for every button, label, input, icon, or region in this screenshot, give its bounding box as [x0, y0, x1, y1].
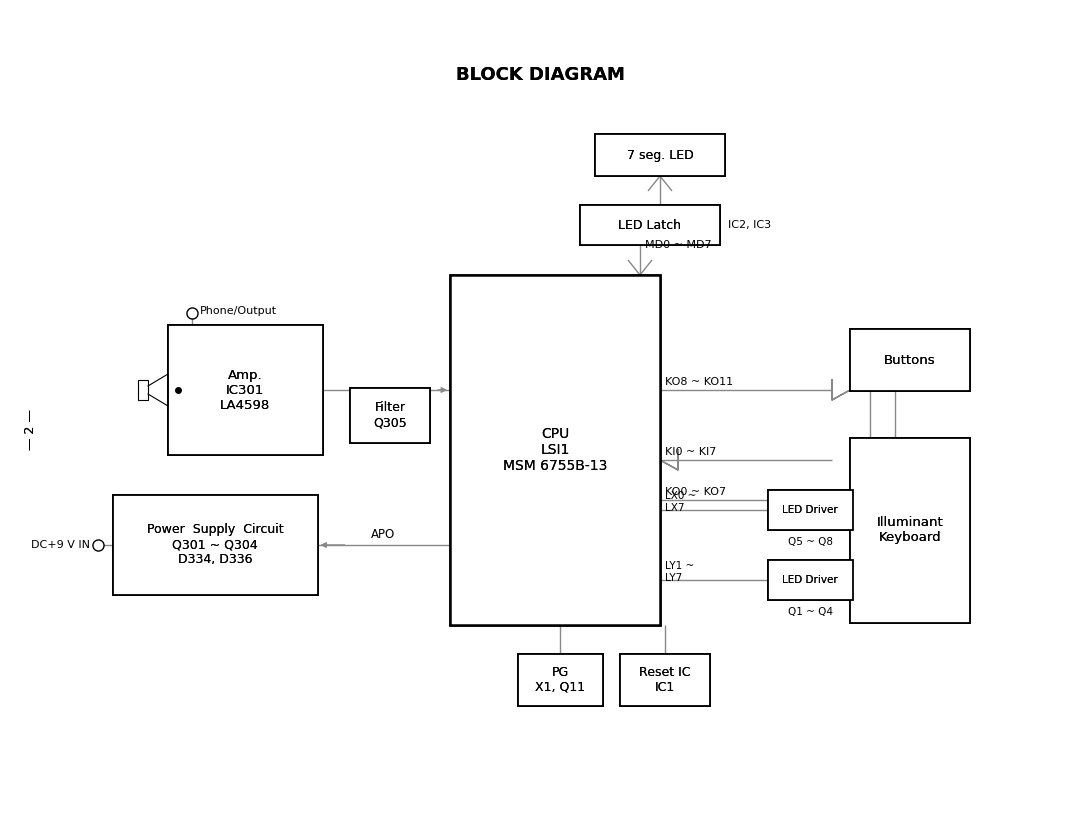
- Text: Q5 ~ Q8: Q5 ~ Q8: [787, 537, 833, 547]
- Text: Phone/Output: Phone/Output: [200, 306, 278, 316]
- Text: Amp.
IC301
LA4598: Amp. IC301 LA4598: [220, 369, 270, 411]
- Bar: [138, 380, 148, 400]
- Text: CPU
LSI1
MSM 6755B-13: CPU LSI1 MSM 6755B-13: [503, 427, 607, 473]
- Text: Filter
Q305: Filter Q305: [373, 401, 407, 429]
- Bar: [350, 388, 430, 443]
- Text: — 2 —: — 2 —: [24, 409, 37, 450]
- Bar: [112, 495, 318, 595]
- Bar: [350, 388, 430, 443]
- Text: Buttons: Buttons: [885, 354, 935, 366]
- Text: BLOCK DIAGRAM: BLOCK DIAGRAM: [456, 66, 624, 84]
- Text: KI0 ~ KI7: KI0 ~ KI7: [665, 447, 716, 457]
- Bar: [850, 438, 970, 622]
- Text: PG
X1, Q11: PG X1, Q11: [535, 666, 585, 694]
- Text: Filter
Q305: Filter Q305: [373, 401, 407, 429]
- Text: LED Latch: LED Latch: [619, 219, 681, 232]
- Bar: [850, 438, 970, 622]
- Text: Reset IC
IC1: Reset IC IC1: [639, 666, 691, 694]
- Text: MD0 ~ MD7: MD0 ~ MD7: [645, 240, 712, 250]
- Text: LED Driver: LED Driver: [782, 575, 838, 585]
- Bar: [167, 325, 323, 455]
- Text: IC2, IC3: IC2, IC3: [728, 220, 771, 230]
- Text: LX0 ~
LX7: LX0 ~ LX7: [665, 491, 697, 513]
- Bar: [450, 275, 660, 625]
- Bar: [768, 560, 852, 600]
- Text: 7 seg. LED: 7 seg. LED: [626, 148, 693, 162]
- Bar: [450, 275, 660, 625]
- Bar: [768, 490, 852, 530]
- Text: DC+9 V IN: DC+9 V IN: [31, 540, 90, 550]
- Bar: [768, 560, 852, 600]
- Bar: [517, 654, 603, 706]
- Text: 7 seg. LED: 7 seg. LED: [626, 148, 693, 162]
- Bar: [580, 205, 720, 245]
- Text: CPU
LSI1
MSM 6755B-13: CPU LSI1 MSM 6755B-13: [503, 427, 607, 473]
- Text: Q1 ~ Q4: Q1 ~ Q4: [787, 607, 833, 617]
- Text: LED Driver: LED Driver: [782, 505, 838, 515]
- Bar: [167, 325, 323, 455]
- Text: PG
X1, Q11: PG X1, Q11: [535, 666, 585, 694]
- Text: Illuminant
Keyboard: Illuminant Keyboard: [877, 516, 943, 544]
- Text: Power  Supply  Circuit
Q301 ~ Q304
D334, D336: Power Supply Circuit Q301 ~ Q304 D334, D…: [147, 524, 283, 566]
- Text: LY1 ~
LY7: LY1 ~ LY7: [665, 561, 694, 583]
- Text: Illuminant
Keyboard: Illuminant Keyboard: [877, 516, 943, 544]
- Bar: [620, 654, 710, 706]
- Text: Buttons: Buttons: [885, 354, 935, 366]
- Bar: [768, 490, 852, 530]
- Text: LED Latch: LED Latch: [619, 219, 681, 232]
- Bar: [112, 495, 318, 595]
- Bar: [850, 329, 970, 391]
- Bar: [595, 134, 725, 176]
- Bar: [620, 654, 710, 706]
- Text: KO0 ~ KO7: KO0 ~ KO7: [665, 487, 726, 497]
- Text: Amp.
IC301
LA4598: Amp. IC301 LA4598: [220, 369, 270, 411]
- Bar: [517, 654, 603, 706]
- Text: KO8 ~ KO11: KO8 ~ KO11: [665, 377, 733, 387]
- Text: Power  Supply  Circuit
Q301 ~ Q304
D334, D336: Power Supply Circuit Q301 ~ Q304 D334, D…: [147, 524, 283, 566]
- Text: — 2 —: — 2 —: [24, 409, 37, 450]
- Text: BLOCK DIAGRAM: BLOCK DIAGRAM: [456, 66, 624, 84]
- Bar: [580, 205, 720, 245]
- Text: LED Driver: LED Driver: [782, 575, 838, 585]
- Bar: [595, 134, 725, 176]
- Text: LED Driver: LED Driver: [782, 505, 838, 515]
- Bar: [850, 329, 970, 391]
- Text: Reset IC
IC1: Reset IC IC1: [639, 666, 691, 694]
- Text: APO: APO: [370, 529, 395, 541]
